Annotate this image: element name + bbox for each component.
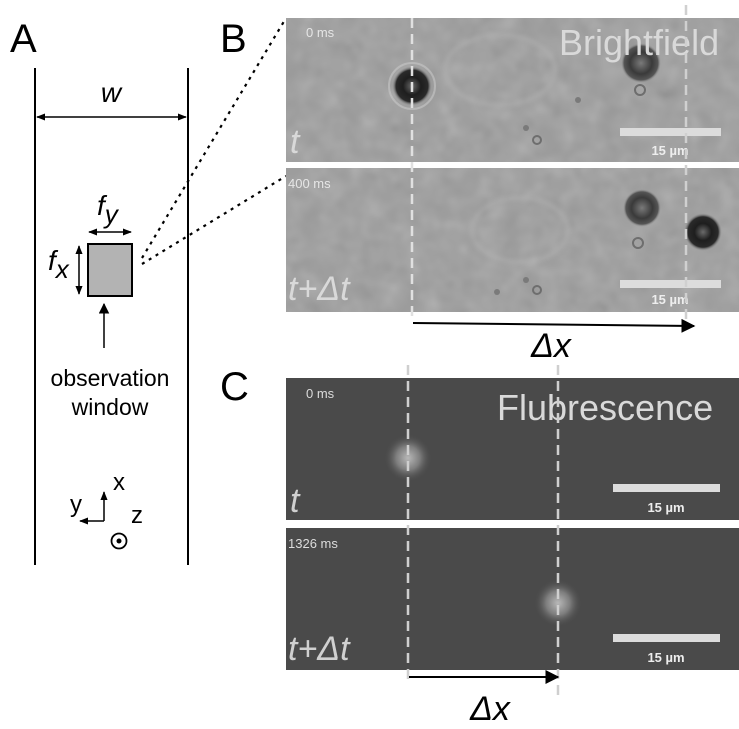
scalebar-label-t-dt: 15 µm: [651, 292, 688, 307]
panel-a: A w fy fx observation window x y z: [10, 17, 287, 565]
axis-x-label: x: [113, 469, 125, 496]
fluorescent-cell-t-dt: [534, 579, 582, 627]
fx-sub: x: [54, 254, 70, 284]
axis-z-label: z: [131, 502, 143, 529]
particle: [632, 237, 644, 249]
zoom-line-top: [141, 17, 287, 259]
scalebar-label-c-t-dt: 15 µm: [647, 650, 684, 665]
fx-base: f: [48, 245, 59, 276]
fluorescence-image-t: [286, 378, 739, 520]
width-label: w: [101, 77, 123, 108]
cell-2-t: [621, 43, 661, 83]
brightfield-time-t: 0 ms: [306, 25, 335, 40]
particle: [575, 97, 581, 103]
cell-1-ring: [388, 62, 436, 110]
brightfield-texture-t: [286, 18, 739, 162]
scalebar-label-t: 15 µm: [651, 143, 688, 158]
displacement-arrow-b: [412, 318, 696, 333]
window-label-line2: window: [71, 394, 149, 420]
coordinate-axes: x y z: [70, 469, 143, 550]
halo-ring: [470, 196, 570, 264]
displacement-label-b: Δx: [530, 327, 572, 365]
window-label-line1: observation: [51, 365, 170, 391]
scalebar-label-c-t: 15 µm: [647, 500, 684, 515]
panel-b: B 0 ms Brightfield t 15 µm: [220, 5, 739, 365]
fluorescence-frame-t-dt: 1326 ms t+Δt 15 µm: [286, 528, 739, 670]
brightfield-label-t-dt: t+Δt: [288, 270, 351, 308]
brightfield-frame-t-dt: 400 ms t+Δt 15 µm: [286, 168, 739, 312]
scalebar-t: [620, 128, 721, 136]
scalebar-c-t-dt: [613, 634, 720, 642]
particle: [532, 135, 542, 145]
brightfield-texture-t-dt: [286, 168, 739, 312]
particle: [523, 125, 529, 131]
fluorescence-image-t-dt: [286, 528, 739, 670]
axis-z-dot: [116, 538, 122, 544]
particle: [494, 289, 500, 295]
particle: [532, 285, 542, 295]
axis-y-label: y: [70, 491, 82, 518]
observation-window-rect: [87, 243, 133, 297]
fluorescence-frame-t: 0 ms Flubrescence t 15 µm: [286, 378, 739, 520]
fluorescent-cell-t: [384, 434, 432, 482]
fluorescence-label-t: t: [290, 482, 301, 520]
panel-c-letter: C: [220, 365, 249, 409]
brightfield-frame-t: 0 ms Brightfield t 15 µm: [286, 18, 739, 162]
brightfield-label-t: t: [290, 123, 301, 161]
fluorescence-title: Flubrescence: [497, 387, 713, 428]
zoom-line-bottom: [141, 175, 287, 265]
fluorescence-time-t: 0 ms: [306, 386, 335, 401]
scalebar-c-t: [613, 484, 720, 492]
brightfield-time-t-dt: 400 ms: [288, 176, 331, 191]
fy-label: fy: [97, 190, 120, 229]
fy-base: f: [97, 190, 108, 221]
panel-b-letter: B: [220, 17, 247, 61]
halo-ring: [443, 33, 557, 107]
brightfield-title: Brightfield: [559, 22, 719, 63]
particle: [634, 84, 646, 96]
scalebar-t-dt: [620, 280, 721, 288]
fluorescence-time-t-dt: 1326 ms: [288, 536, 338, 551]
fluorescence-label-t-dt: t+Δt: [288, 630, 351, 668]
displacement-label-c: Δx: [469, 690, 511, 728]
axis-z-out-of-plane-icon: [110, 532, 128, 550]
cell-1-t-dt: [684, 213, 722, 251]
particle: [523, 277, 529, 283]
cell-2-t-dt: [623, 189, 661, 227]
fx-label: fx: [48, 245, 70, 284]
panel-c: C 0 ms Flubrescence t 15 µm 1326 ms t+Δt…: [220, 365, 739, 728]
panel-a-letter: A: [10, 17, 37, 61]
fy-sub: y: [103, 199, 120, 229]
